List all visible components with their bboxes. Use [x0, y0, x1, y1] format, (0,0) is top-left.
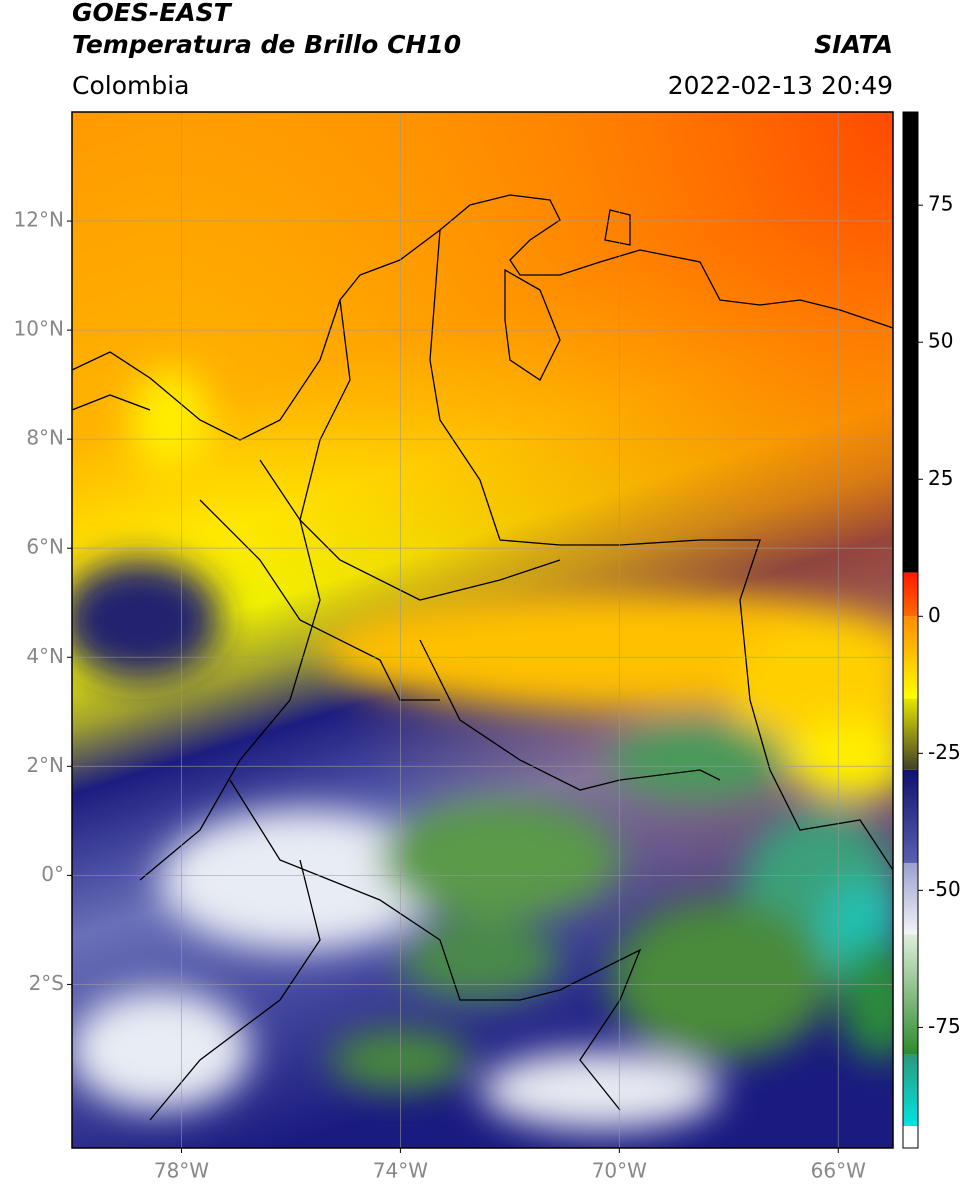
colorbar-tick-label: -25 [928, 740, 961, 764]
x-tick-label: 66°W [811, 1159, 866, 1183]
y-tick-label: 6°N [26, 535, 64, 559]
grid: 78°W 74°W 70°W 66°W 2°S 0° 2°N 4°N 6°N 8°N 10°N 12°… [14, 112, 893, 1183]
y-tick-label: 0° [41, 862, 64, 886]
subtitle: Temperatura de Brillo CH10 [72, 30, 461, 59]
colorbar-segment [903, 1126, 918, 1148]
colorbar-tick-label: 50 [928, 329, 953, 353]
colorbar-segment [903, 616, 918, 699]
colorbar-segment [903, 1054, 918, 1127]
y-tick-label: 8°N [26, 426, 64, 450]
map-frame [71, 111, 894, 1149]
region: Colombia [72, 71, 189, 100]
title: GOES-EAST [72, 0, 233, 27]
colorbar-segment [903, 698, 918, 770]
colorbar-segment [903, 112, 918, 573]
colorbar-segment [903, 862, 918, 935]
colorbar-tick-label: -50 [928, 877, 961, 901]
x-tick-label: 78°W [154, 1159, 209, 1183]
colorbar-segment [903, 769, 918, 863]
colorbar: 75 50 25 0 -25 -50 -75 [903, 112, 961, 1148]
y-tick-label: 4°N [26, 644, 64, 668]
colorbar-segment [903, 572, 918, 617]
y-tick-label: 2°N [26, 753, 64, 777]
colorbar-tick-label: 25 [928, 466, 953, 490]
y-tick-label: 10°N [14, 317, 64, 341]
colorbar-tick-label: 75 [928, 192, 953, 216]
x-tick-label: 70°W [592, 1159, 647, 1183]
source: SIATA [814, 30, 893, 59]
y-tick-label: 12°N [14, 208, 64, 232]
colorbar-tick-label: -75 [928, 1014, 961, 1038]
y-tick-label: 2°S [29, 971, 64, 995]
x-tick-label: 74°W [373, 1159, 428, 1183]
satellite-image [72, 112, 893, 1148]
colorbar-frame [902, 111, 919, 1149]
datetime: 2022-02-13 20:49 [668, 71, 893, 100]
colorbar-segment [903, 934, 918, 1055]
colorbar-tick-label: 0 [928, 603, 941, 627]
